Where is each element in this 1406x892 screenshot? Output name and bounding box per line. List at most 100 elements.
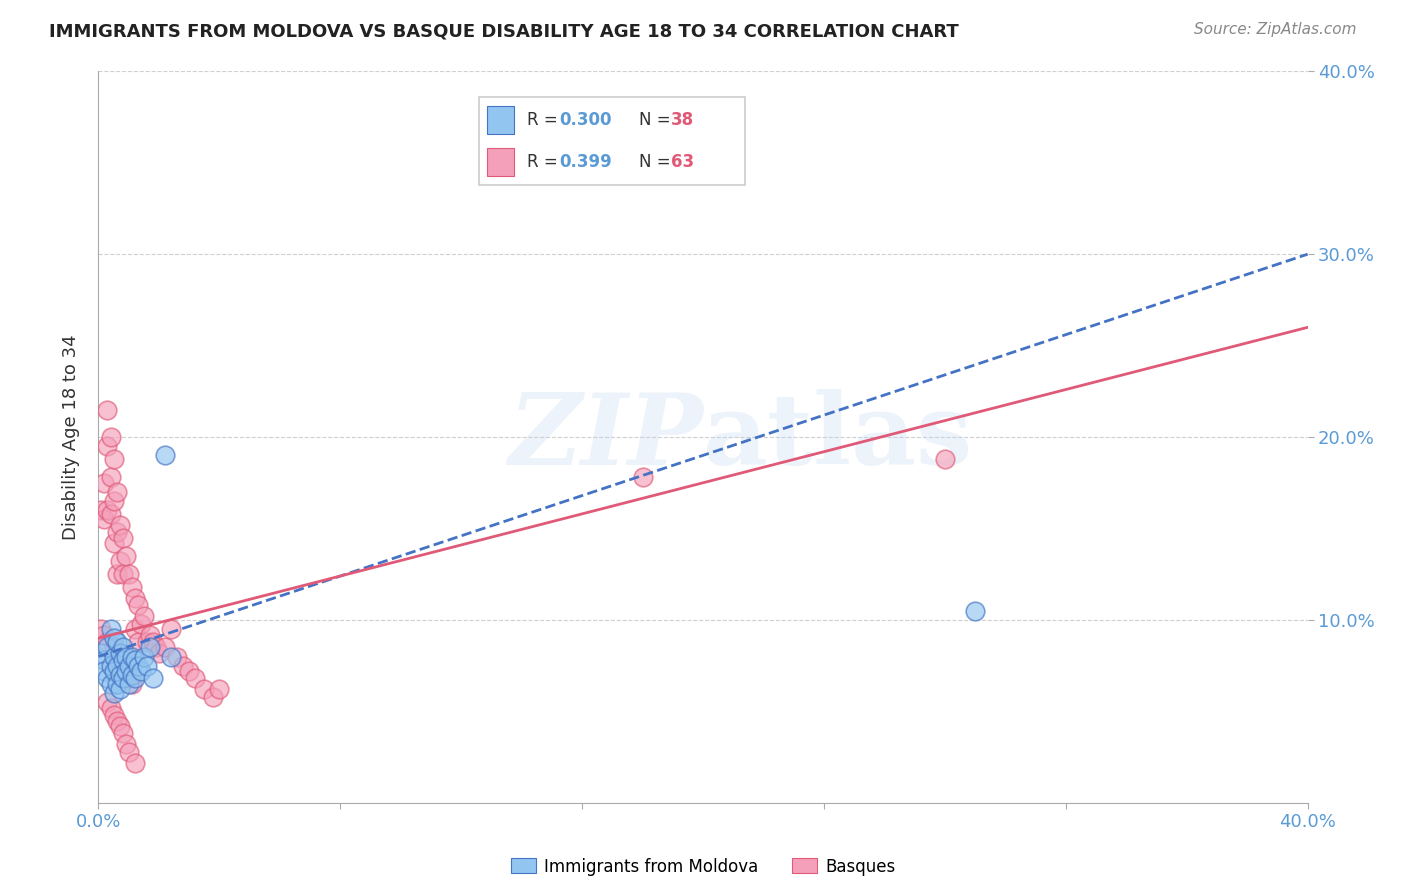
Point [127, 658, 149, 673]
Point [105, 485, 128, 500]
Point [96, 640, 118, 655]
Legend: Immigrants from Moldova, Basques: Immigrants from Moldova, Basques [505, 851, 901, 882]
Point [103, 686, 125, 700]
Point [148, 646, 170, 660]
Point [121, 649, 143, 664]
Point [965, 604, 987, 618]
Point [100, 430, 122, 444]
Point [105, 635, 128, 649]
Point [103, 632, 125, 646]
Point [90, 646, 112, 660]
Point [184, 672, 207, 686]
Point [108, 554, 131, 568]
Point [111, 653, 134, 667]
Point [142, 635, 165, 649]
Text: atlas: atlas [703, 389, 973, 485]
Point [111, 653, 134, 667]
Point [202, 690, 225, 704]
Point [103, 494, 125, 508]
Point [153, 448, 176, 462]
Point [118, 677, 141, 691]
Point [108, 719, 131, 733]
Point [114, 737, 136, 751]
Point [93, 475, 115, 490]
Point [121, 580, 143, 594]
Point [114, 664, 136, 678]
Point [108, 517, 131, 532]
Point [160, 622, 183, 636]
Point [96, 635, 118, 649]
Point [96, 503, 118, 517]
Point [100, 677, 122, 691]
Point [631, 470, 654, 484]
Point [103, 640, 125, 655]
Point [139, 640, 162, 655]
Point [105, 677, 128, 691]
Point [105, 525, 128, 540]
Point [96, 695, 118, 709]
Point [124, 756, 146, 770]
Point [145, 640, 167, 655]
Point [118, 672, 141, 686]
Point [100, 470, 122, 484]
Point [139, 627, 162, 641]
Point [124, 672, 146, 686]
Point [118, 658, 141, 673]
Point [105, 646, 128, 660]
Y-axis label: Disability Age 18 to 34: Disability Age 18 to 34 [62, 334, 80, 540]
Point [111, 726, 134, 740]
Point [124, 653, 146, 667]
Point [108, 646, 131, 660]
Text: ZIP: ZIP [508, 389, 703, 485]
Point [208, 682, 231, 697]
Point [105, 714, 128, 728]
Point [103, 664, 125, 678]
Point [108, 667, 131, 681]
Point [103, 452, 125, 467]
Point [124, 622, 146, 636]
Point [118, 567, 141, 582]
Point [153, 640, 176, 655]
Point [90, 503, 112, 517]
Point [108, 682, 131, 697]
Point [166, 649, 188, 664]
Point [127, 635, 149, 649]
Point [93, 653, 115, 667]
Point [111, 567, 134, 582]
Point [93, 512, 115, 526]
Point [934, 452, 956, 467]
Point [129, 616, 152, 631]
Point [111, 531, 134, 545]
Point [121, 667, 143, 681]
Point [135, 658, 157, 673]
Point [160, 649, 183, 664]
Point [111, 672, 134, 686]
Point [90, 622, 112, 636]
Point [132, 649, 155, 664]
Point [103, 649, 125, 664]
Text: Source: ZipAtlas.com: Source: ZipAtlas.com [1194, 22, 1357, 37]
Point [103, 536, 125, 550]
Point [193, 682, 215, 697]
Point [96, 402, 118, 417]
Point [108, 658, 131, 673]
Point [93, 664, 115, 678]
Point [114, 549, 136, 563]
Point [105, 658, 128, 673]
Point [132, 609, 155, 624]
Point [142, 672, 165, 686]
Point [100, 658, 122, 673]
Point [100, 622, 122, 636]
Point [179, 664, 201, 678]
Point [96, 439, 118, 453]
Point [100, 507, 122, 521]
Point [129, 664, 152, 678]
Point [105, 567, 128, 582]
Point [111, 640, 134, 655]
Point [135, 635, 157, 649]
Point [118, 745, 141, 759]
Text: IMMIGRANTS FROM MOLDOVA VS BASQUE DISABILITY AGE 18 TO 34 CORRELATION CHART: IMMIGRANTS FROM MOLDOVA VS BASQUE DISABI… [49, 22, 959, 40]
Point [93, 627, 115, 641]
Point [96, 672, 118, 686]
Point [172, 658, 194, 673]
